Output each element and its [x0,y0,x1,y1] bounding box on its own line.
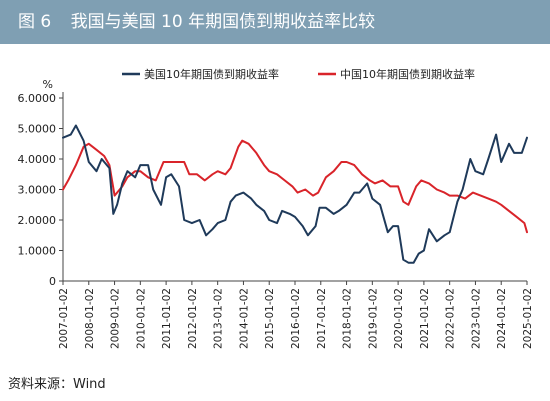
x-tick-label: 2023-01-02 [470,288,482,349]
x-tick-label: 2013-01-02 [213,288,225,349]
series-line-cn [62,139,528,234]
x-tick-label: 2008-01-02 [84,288,96,349]
x-tick-label: 2021-01-02 [419,288,431,349]
x-tick-label: 2007-01-02 [58,288,70,349]
series-line-us [62,124,528,264]
figure-number: 图 6 [18,12,52,32]
x-tick-label: 2015-01-02 [264,288,276,349]
x-tick-label: 2019-01-02 [367,288,379,349]
x-tick-label: 2024-01-02 [496,288,508,349]
x-tick-label: 2018-01-02 [342,288,354,349]
x-tick-label: 2009-01-02 [110,288,122,349]
chart-legend: 美国10年期国债到期收益率 中国10年期国债到期收益率 [122,67,475,81]
legend-item-cn-label: 中国10年期国债到期收益率 [340,67,475,81]
x-tick-label: 2025-01-02 [522,288,534,349]
x-tick-label: 2014-01-02 [238,288,250,349]
y-tick-label: 5.0000 [18,123,57,136]
figure-title: 我国与美国 10 年期国债到期收益率比较 [70,12,376,32]
x-tick-label: 2022-01-02 [445,288,457,349]
y-tick-label: 4.0000 [18,153,57,166]
figure-header: 图 6 我国与美国 10 年期国债到期收益率比较 [0,0,550,44]
y-tick-label: 1.0000 [18,245,57,258]
y-tick-label: 6.0000 [18,92,57,105]
x-tick-label: 2010-01-02 [135,288,147,349]
source-note: 资料来源：Wind [8,377,106,392]
x-tick-label: 2011-01-02 [161,288,173,349]
x-tick-label: 2016-01-02 [290,288,302,349]
chart-series [62,124,528,264]
legend-item-us-label: 美国10年期国债到期收益率 [144,67,279,81]
chart-area: % 0 1.0000 2.0000 3.0000 4.0000 5.0000 6.0000 2… [0,44,550,370]
x-tick-label: 2020-01-02 [393,288,405,349]
y-tick-label: 3.0000 [18,184,57,197]
y-axis-unit: % [43,78,53,91]
line-chart: % 0 1.0000 2.0000 3.0000 4.0000 5.0000 6.0000 2… [18,67,535,349]
chart-ticks: 0 1.0000 2.0000 3.0000 4.0000 5.0000 6.0000 200… [18,92,535,349]
x-tick-label: 2017-01-02 [316,288,328,349]
y-tick-label: 0 [49,275,56,288]
y-tick-label: 2.0000 [18,214,57,227]
x-tick-label: 2012-01-02 [187,288,199,349]
